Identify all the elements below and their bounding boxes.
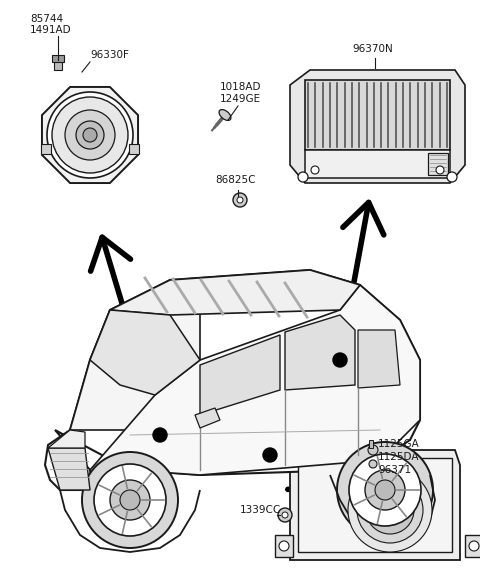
Bar: [52, 55, 64, 62]
Circle shape: [382, 502, 398, 518]
Circle shape: [436, 166, 444, 174]
Circle shape: [279, 541, 289, 551]
Circle shape: [357, 477, 423, 543]
Circle shape: [366, 486, 414, 534]
Circle shape: [375, 495, 405, 525]
Circle shape: [263, 448, 277, 462]
Text: 85744: 85744: [30, 14, 63, 24]
Text: 96330F: 96330F: [90, 50, 129, 60]
Bar: [129, 144, 139, 154]
Circle shape: [82, 452, 178, 548]
Circle shape: [278, 508, 292, 522]
Circle shape: [349, 454, 421, 526]
Ellipse shape: [219, 109, 231, 120]
Text: 96370N: 96370N: [352, 44, 393, 54]
Polygon shape: [90, 310, 200, 395]
Circle shape: [298, 172, 308, 182]
Bar: [305, 150, 450, 178]
Polygon shape: [42, 87, 138, 183]
Circle shape: [365, 470, 405, 510]
Bar: [428, 153, 448, 175]
Polygon shape: [90, 285, 420, 490]
Polygon shape: [70, 300, 200, 430]
Circle shape: [76, 121, 104, 149]
Circle shape: [120, 490, 140, 510]
Circle shape: [110, 480, 150, 520]
Bar: [275, 535, 293, 557]
Polygon shape: [110, 270, 360, 315]
Circle shape: [47, 92, 133, 178]
Text: 1491AD: 1491AD: [30, 25, 72, 35]
Text: 1249GE: 1249GE: [220, 94, 261, 104]
Circle shape: [337, 442, 433, 538]
Circle shape: [368, 445, 378, 455]
Polygon shape: [48, 448, 90, 490]
Bar: [305, 80, 450, 150]
Bar: [54, 60, 62, 70]
Text: 1125GA: 1125GA: [378, 439, 420, 449]
Circle shape: [369, 460, 377, 468]
Circle shape: [375, 480, 395, 500]
Text: 86825C: 86825C: [215, 175, 255, 185]
Text: 96371: 96371: [378, 465, 411, 475]
Circle shape: [282, 512, 288, 518]
Polygon shape: [48, 430, 85, 448]
Bar: [465, 535, 480, 557]
Polygon shape: [290, 70, 465, 183]
Circle shape: [65, 110, 115, 160]
Bar: [298, 458, 452, 552]
Circle shape: [94, 464, 166, 536]
Circle shape: [153, 428, 167, 442]
Circle shape: [237, 197, 243, 203]
Polygon shape: [200, 335, 280, 415]
Polygon shape: [285, 315, 355, 390]
Circle shape: [52, 97, 128, 173]
Polygon shape: [290, 450, 460, 560]
Polygon shape: [195, 408, 220, 428]
Bar: [41, 144, 51, 154]
Text: 1125DA: 1125DA: [378, 452, 420, 462]
Circle shape: [348, 468, 432, 552]
Circle shape: [233, 193, 247, 207]
Polygon shape: [358, 330, 400, 388]
Circle shape: [83, 128, 97, 142]
Bar: [369, 440, 373, 448]
Text: 1339CC: 1339CC: [240, 505, 281, 515]
Circle shape: [333, 353, 347, 367]
Polygon shape: [45, 270, 420, 490]
Text: 1018AD: 1018AD: [220, 82, 262, 92]
Circle shape: [311, 166, 319, 174]
Circle shape: [447, 172, 457, 182]
Circle shape: [386, 506, 394, 514]
Circle shape: [469, 541, 479, 551]
